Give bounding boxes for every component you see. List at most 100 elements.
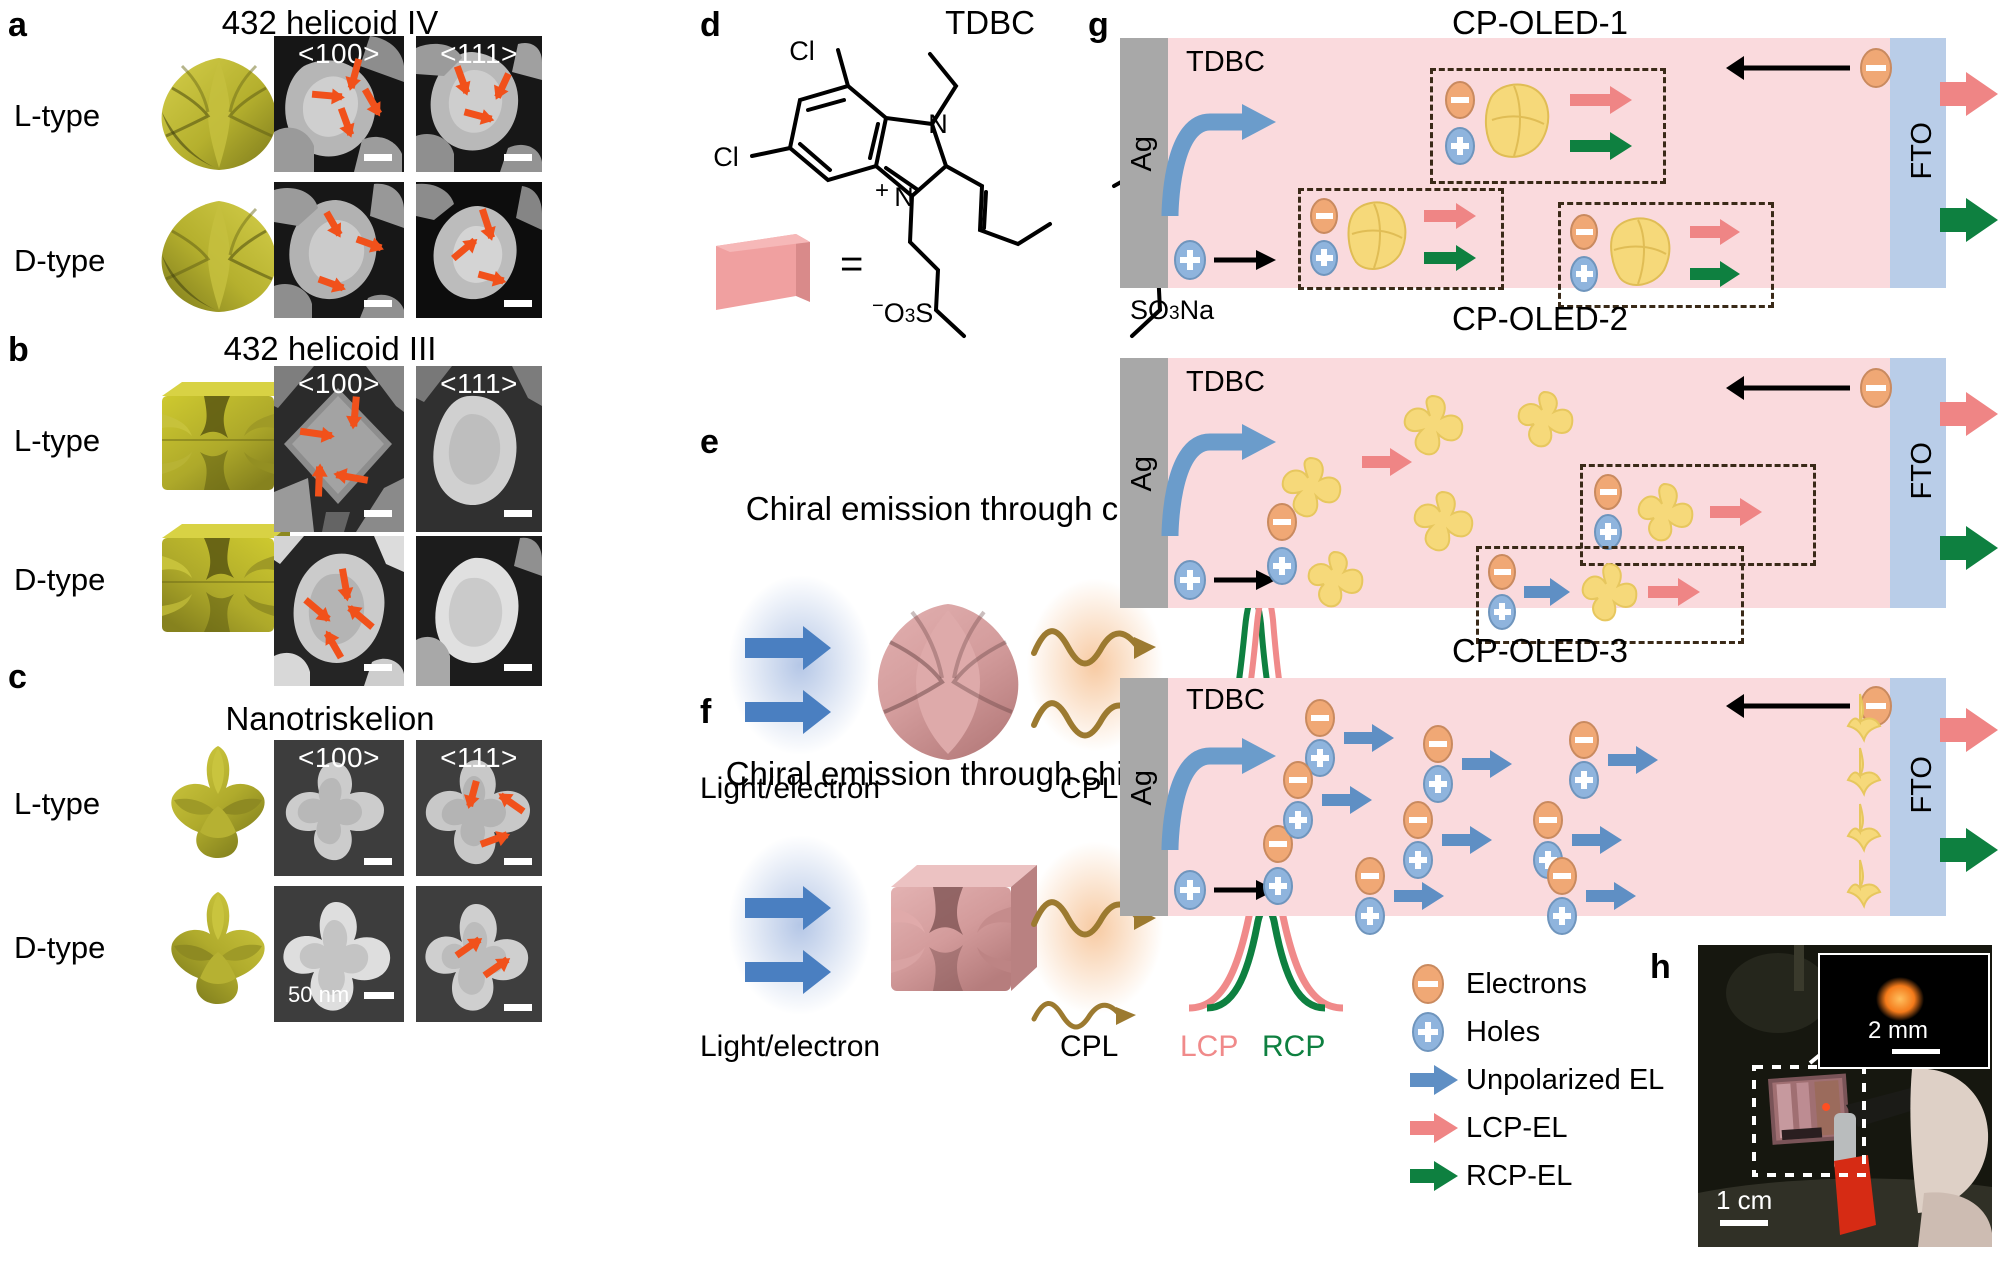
panel-b-row-1-label: D-type [14,562,106,597]
legend-item: RCP-EL [1410,1152,1730,1200]
sem-orientation-label: <111> [440,742,518,773]
recombination-box [1298,188,1504,290]
sem-helicoid-iii-l-111: <111> [416,366,542,532]
chirality-arrow-icon [350,396,360,427]
emission-spot [1876,977,1924,1021]
exciton-drift-unit [1403,801,1492,879]
electron-icon [1410,963,1466,1005]
recombination-unit-1 [1445,81,1632,165]
tdbc-molecule-structure: Cl Cl N N + [680,36,1080,338]
sem-orientation-label: <111> [440,368,518,399]
scale-bar [1892,1049,1940,1054]
sem-helicoid-iii-d-111 [416,536,542,686]
scalebar-label-inset: 2 mm [1868,1017,1928,1044]
excitation-arrows-f [745,880,865,1000]
exciton-drift-unit [1305,699,1394,777]
legend-item: Electrons [1410,960,1730,1008]
scale-bar [504,154,532,161]
sem-nanotriskelion-d-111 [416,886,542,1022]
sem-orientation-label: <100> [298,742,380,773]
hole-icon [1410,1011,1466,1053]
ag-label: Ag [1126,136,1158,172]
sem-helicoid-iv-l-100: <100> [274,36,404,172]
pinwheel-nanoparticle [1307,550,1364,608]
recombination-box [1430,68,1666,184]
ag-cathode-layer [1120,678,1168,916]
legend-label: RCP-EL [1466,1159,1573,1192]
excitation-arrows-e [745,620,865,740]
n-atom-label: N [928,109,948,139]
sem-nanotriskelion-l-100: <100> [274,740,404,876]
rcp-el-output-arrow [1940,828,1998,872]
panel-g-label: g [1088,6,1109,44]
ag-label: Ag [1126,770,1158,806]
exciton-pair [1263,825,1293,905]
exciton-drift-unit [1283,761,1372,839]
sem-helicoid-iv-d-100 [274,182,404,318]
helicoid-iv-l-render [152,54,287,174]
panel-c-label: c [8,658,27,696]
electron-flow-top [1726,686,1892,726]
tdbc-label: TDBC [1186,684,1265,716]
equals-sign: = [840,242,864,286]
panel-f-peak-lcp-label: LCP [1180,1030,1239,1063]
sulfonate-left-label: −O3S [872,295,934,328]
panel-e-cpl-label: CPL [1060,772,1119,805]
excitation-glow-f [700,800,900,1050]
recombination-unit-pinwheel-1 [1594,474,1762,550]
cp-oled-1-stack: Ag FTO TDBC [1120,38,1998,308]
sem-orientation-label: <111> [440,38,518,69]
chirality-arrow-icon [314,466,324,497]
panel-f-cpl-label: CPL [1060,1030,1119,1063]
cl-atom-label: Cl [789,36,815,66]
panel-c-title: Nanotriskelion [225,700,435,737]
panel-a-row-1-label: D-type [14,243,106,278]
cpl-wave-arrows-f-2 [1030,985,1170,1055]
panel-h-label: h [1650,948,1671,986]
panel-b-label: b [8,331,29,369]
exciton-drift-unit [1423,725,1512,803]
cp-oled-2-stack: Ag FTO TDBC [1120,358,1998,644]
recombination-unit-pinwheel-2 [1488,554,1700,630]
scale-bar [1720,1220,1768,1226]
sem-helicoid-iii-d-100 [274,536,404,686]
panel-d-title: TDBC [945,4,1035,41]
legend-item: Holes [1410,1008,1730,1056]
sulfonate-right-label: SO3Na [1130,295,1215,325]
tdbc-emissive-layer [1168,38,1890,288]
panel-e-label: e [700,423,719,461]
exciton-drift-unit [1569,721,1658,799]
panel-a-label: a [8,6,27,44]
scale-bar [364,510,392,517]
positive-charge-label: + [875,177,889,204]
panel-f-input-label: Light/electron [700,1030,881,1063]
panel-a-title: 432 helicoid IV [221,4,439,41]
triskelion-interface-layer [1846,693,1882,909]
recombination-unit-3 [1570,214,1740,292]
panel-b-row-0-label: L-type [14,423,101,458]
helicoid-iv-d-render [152,198,287,316]
scale-bar [504,858,532,865]
legend-label: Electrons [1466,967,1587,1000]
cp-oled-3-title: CP-OLED-3 [1451,632,1629,669]
tdbc-slab-icon [710,228,820,318]
electron-flow-top [1726,368,1892,408]
hole-flow-bottom [1174,870,1276,910]
panel-f-peak-rcp-label: RCP [1262,1030,1326,1063]
panel-e-input-label: Light/electron [700,772,881,805]
rcp-el-output-arrow [1940,198,1998,242]
rcp-arrow-icon [1410,1160,1466,1192]
carrier-injection-path [1161,424,1276,537]
ag-cathode-layer [1120,38,1168,288]
cp-oled-device-photograph: 1 cm 2 mm [1698,945,1992,1247]
sem-helicoid-iv-d-111 [416,182,542,318]
fto-label: FTO [1906,756,1938,814]
pinwheel-emission-1 [1362,448,1412,476]
scale-bar [364,664,392,671]
scale-bar [504,510,532,517]
nanotriskelion-d-render [160,886,280,1010]
fto-anode-layer [1890,38,1946,288]
sem-nanotriskelion-d-100: 50 nm [274,886,404,1022]
scalebar-label-main: 1 cm [1716,1185,1773,1215]
fto-label: FTO [1906,442,1938,500]
